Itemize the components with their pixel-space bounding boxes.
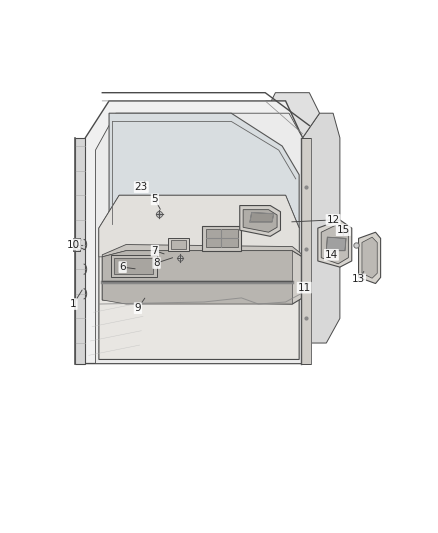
Polygon shape [321,224,348,264]
Polygon shape [111,255,156,277]
Text: 7: 7 [152,246,158,256]
Text: 14: 14 [325,250,338,260]
Polygon shape [99,195,299,257]
Text: 15: 15 [337,225,350,235]
Polygon shape [301,138,311,364]
Polygon shape [318,220,352,267]
Polygon shape [75,138,85,364]
Polygon shape [359,232,381,284]
Text: 11: 11 [297,282,311,293]
Polygon shape [99,195,299,359]
Polygon shape [303,113,340,343]
Polygon shape [102,251,303,304]
Polygon shape [265,93,320,138]
Text: 5: 5 [152,195,158,204]
Polygon shape [114,258,153,274]
Polygon shape [102,245,303,257]
Text: 1: 1 [70,299,77,309]
Polygon shape [243,209,277,232]
Text: 23: 23 [134,182,148,192]
Polygon shape [362,237,377,278]
Polygon shape [109,113,299,228]
Polygon shape [326,237,346,251]
Polygon shape [74,238,80,251]
Polygon shape [206,229,238,247]
Polygon shape [169,238,189,251]
Polygon shape [85,101,303,364]
Text: 12: 12 [326,215,340,225]
Polygon shape [171,240,187,248]
Text: 6: 6 [119,262,126,272]
Polygon shape [95,113,303,364]
Text: 13: 13 [352,274,365,285]
Polygon shape [102,251,293,304]
Text: 10: 10 [67,239,80,249]
Polygon shape [240,206,280,236]
Polygon shape [250,213,274,222]
Polygon shape [202,226,241,251]
Text: 9: 9 [134,303,141,313]
Text: 8: 8 [153,258,160,268]
